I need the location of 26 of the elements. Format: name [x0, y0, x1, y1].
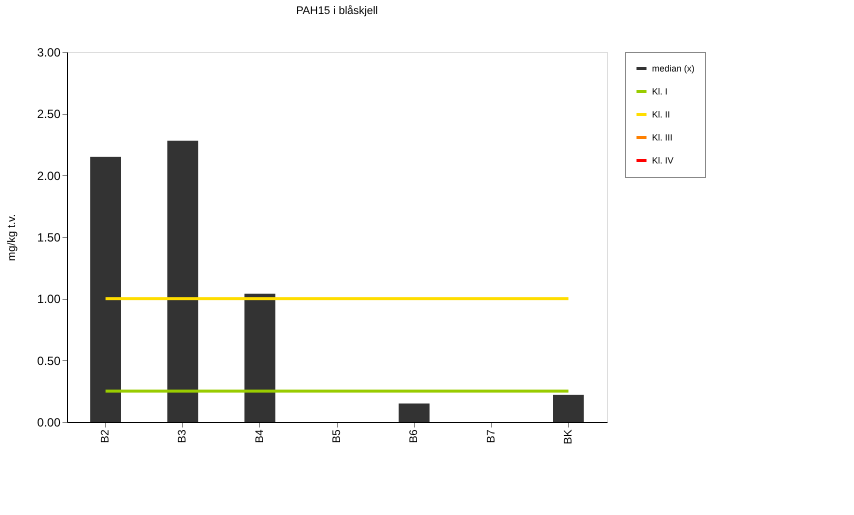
bar — [553, 394, 584, 422]
bar — [398, 404, 430, 422]
bar — [90, 156, 121, 422]
legend-label: median (x) — [652, 64, 695, 74]
x-tick-label: BK — [562, 428, 574, 444]
legend-label: Kl. II — [652, 110, 670, 120]
x-tick-label: B6 — [408, 430, 420, 443]
bar — [167, 140, 198, 422]
x-tick-label: B7 — [485, 430, 498, 443]
x-tick-label: B4 — [254, 430, 266, 443]
y-tick-label: 2.50 — [37, 107, 61, 122]
x-tick-label: B2 — [100, 430, 112, 443]
legend-label: Kl. I — [652, 86, 668, 96]
y-tick-label: 0.50 — [37, 354, 61, 368]
y-axis-title: mg/kg t.v. — [6, 214, 18, 261]
y-tick-label: 2.00 — [37, 168, 61, 183]
x-tick-label: B5 — [331, 430, 343, 443]
y-tick-label: 3.00 — [37, 46, 61, 60]
legend-label: Kl. IV — [652, 156, 674, 166]
y-tick-label: 1.50 — [37, 230, 61, 244]
y-tick-label: 1.00 — [37, 292, 61, 306]
x-tick-label: B3 — [176, 430, 189, 443]
y-tick-label: 0.00 — [37, 416, 61, 430]
legend-label: Kl. III — [652, 132, 673, 142]
chart-title: PAH15 i blåskjell — [296, 5, 378, 17]
bar — [244, 294, 276, 422]
